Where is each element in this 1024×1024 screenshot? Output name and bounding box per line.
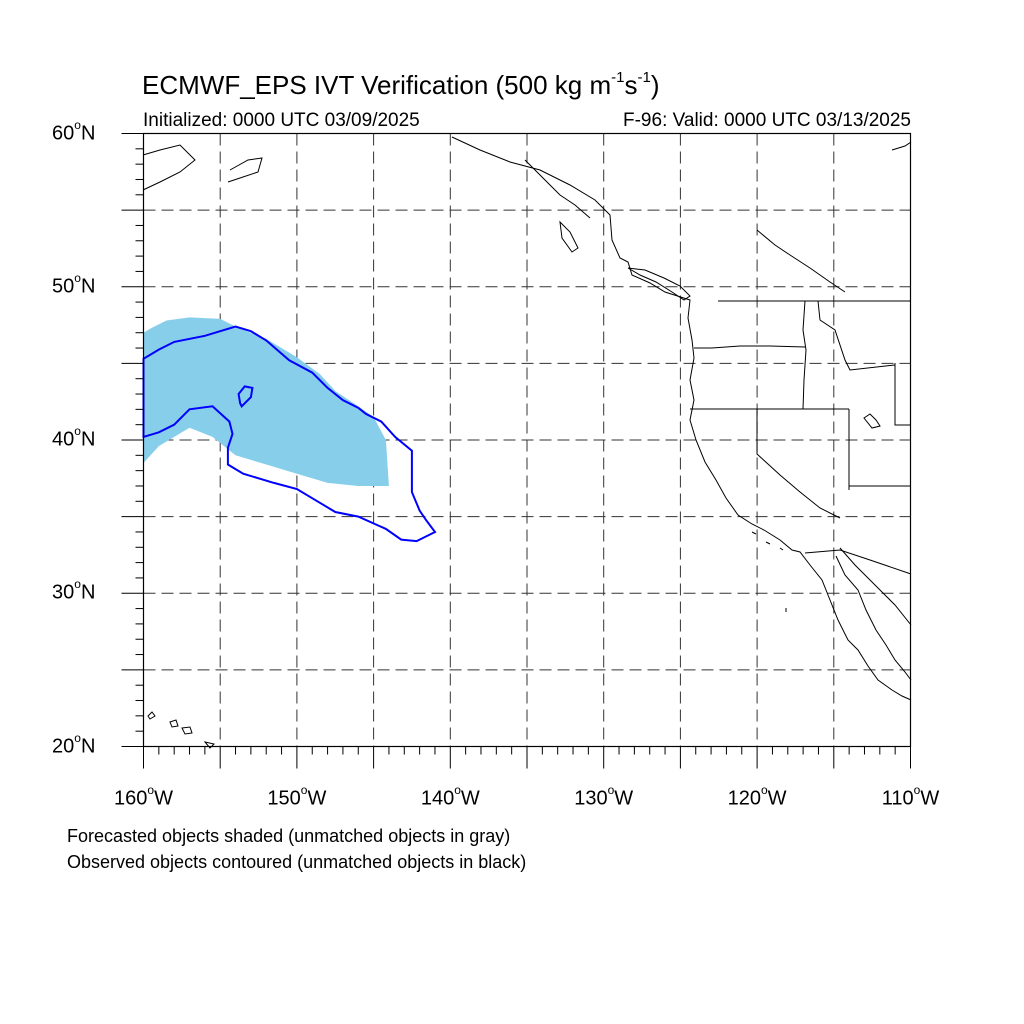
gulf-of-california-coast: [839, 547, 912, 626]
observed-legend-note: Observed objects contoured (unmatched ob…: [67, 852, 527, 872]
alaska-peninsula-coast: [142, 144, 196, 191]
lat-label: 30oN: [52, 577, 96, 604]
great-salt-lake: [863, 413, 881, 429]
initialized-time: Initialized: 0000 UTC 03/09/2025: [143, 110, 420, 131]
observed-ivt-contour-hole: [237, 385, 254, 408]
lon-label: 150oW: [267, 783, 327, 810]
observed-ivt-contour: [142, 325, 437, 543]
axis-tick-marks: [121, 133, 911, 769]
coastlines-and-borders: [142, 136, 912, 749]
haida-gwaii-coast: [559, 220, 579, 253]
washington-oregon-border: [694, 345, 806, 349]
hawaii-islands: [147, 711, 215, 749]
alaska-islands-coast: [227, 157, 263, 183]
northeast-alaska-coast: [891, 141, 912, 151]
wyoming-west-border: [894, 363, 911, 426]
valid-time: F-96: Valid: 0000 UTC 03/13/2025: [623, 110, 911, 131]
idaho-montana-border: [817, 300, 896, 371]
lon-label: 130oW: [574, 783, 634, 810]
lat-label: 50oN: [52, 270, 96, 298]
canada-interior-lines: [756, 229, 846, 293]
lon-label: 120oW: [727, 783, 787, 810]
lon-label: 110oW: [881, 783, 940, 810]
lat-label: 40oN: [52, 424, 96, 451]
california-nevada-border: [756, 409, 841, 519]
forecast-ivt-object: [143, 317, 389, 486]
idaho-west-border: [802, 300, 807, 410]
chart-title: ECMWF_EPS IVT Verification (500 kg m-1s-…: [142, 69, 660, 100]
vancouver-island-coast: [627, 267, 691, 301]
lat-label: 20oN: [52, 730, 96, 758]
west-coast-coastline: [451, 136, 912, 701]
lon-label: 160oW: [114, 783, 173, 810]
baja-peninsula-coast: [835, 555, 912, 681]
channel-islands: [751, 531, 784, 551]
lon-label: 140oW: [420, 783, 480, 810]
mexico-us-border: [804, 549, 912, 575]
bc-inland-coast: [524, 159, 591, 219]
lat-label: 60oN: [52, 117, 96, 145]
forecast-legend-note: Forecasted objects shaded (unmatched obj…: [67, 826, 511, 846]
